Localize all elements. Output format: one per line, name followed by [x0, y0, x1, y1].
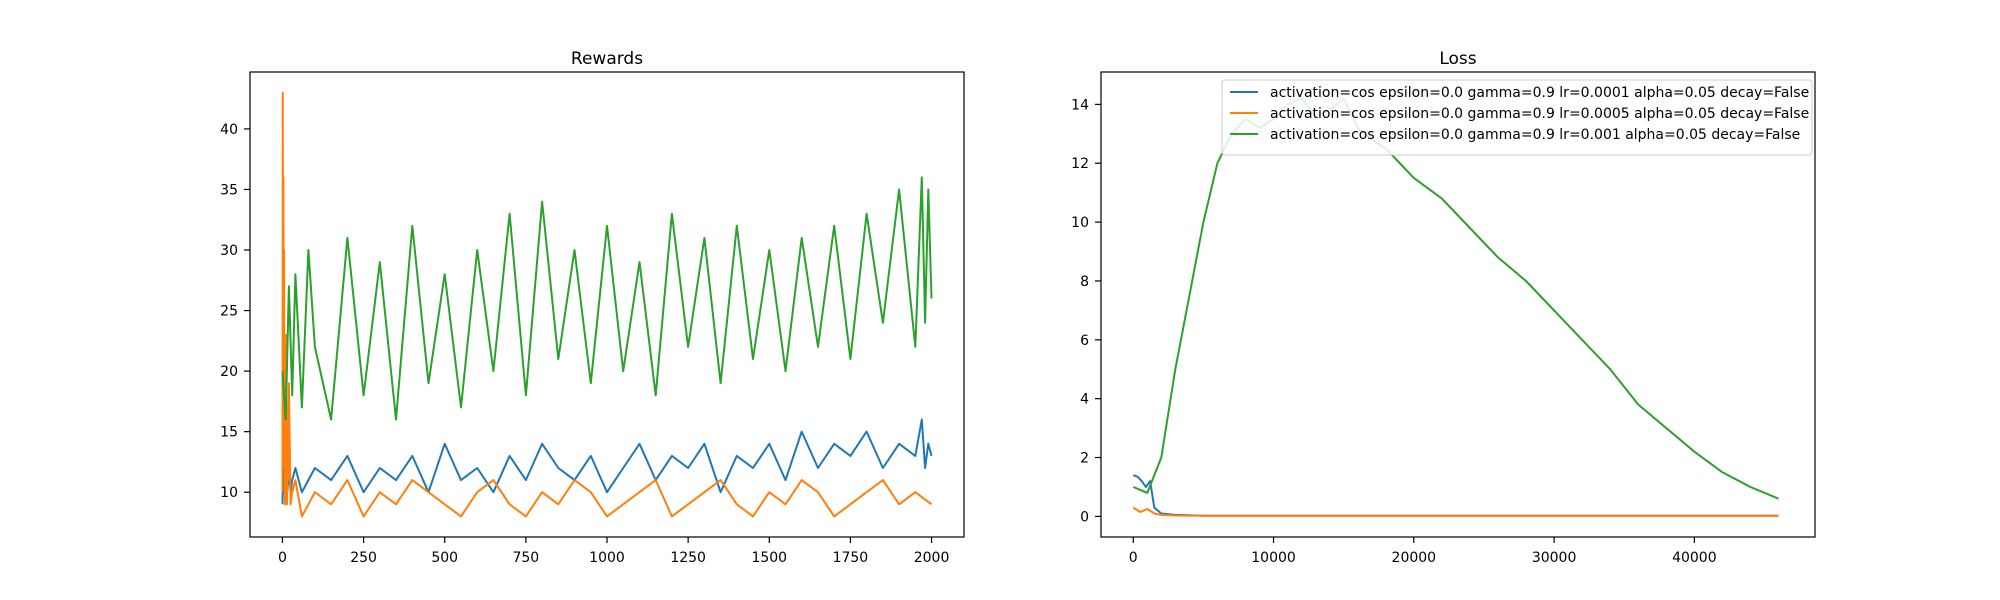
rewards-series-green — [281, 176, 933, 421]
loss-x-tick-label: 10000 — [1251, 550, 1296, 566]
loss-y-tick-label: 12 — [1071, 156, 1089, 172]
rewards-x-tick-label: 0 — [278, 550, 287, 566]
loss-y-tick-label: 4 — [1080, 392, 1089, 408]
loss-series-blue — [1132, 474, 1779, 517]
loss-x-tick-label: 30000 — [1532, 550, 1577, 566]
loss-axes-frame — [1100, 71, 1816, 538]
rewards-series-blue — [281, 418, 933, 506]
rewards-y-tick-label: 25 — [220, 304, 238, 320]
rewards-y-tick-label: 15 — [220, 425, 238, 441]
rewards-x-tick-label: 1000 — [589, 550, 625, 566]
loss-plot-area — [1132, 97, 1779, 517]
rewards-axes: 0 250 500 750 1000 1250 1500 1750 2000 10 15 20 25 30… — [220, 71, 965, 566]
loss-legend: activation=cos epsilon=0.0 gamma=0.9 lr=… — [1221, 79, 1813, 156]
rewards-series-orange — [281, 91, 933, 518]
loss-x-tick-label: 0 — [1129, 550, 1138, 566]
rewards-y-tick-label: 10 — [220, 485, 238, 501]
rewards-x-tick-label: 1500 — [751, 550, 787, 566]
loss-series-green — [1132, 97, 1779, 500]
loss-title: Loss — [1439, 49, 1476, 69]
loss-y-tick-label: 2 — [1080, 451, 1089, 467]
legend-box — [1221, 79, 1813, 156]
loss-y-tick-label: 8 — [1080, 274, 1089, 290]
loss-y-tick-label: 6 — [1080, 333, 1089, 349]
rewards-plot-area — [281, 91, 933, 518]
rewards-x-tick-label: 250 — [350, 550, 377, 566]
loss-axes: 0 10000 20000 30000 40000 0 2 4 6 8 10 12 14 — [1071, 71, 1816, 566]
legend-label-blue: activation=cos epsilon=0.0 gamma=0.9 lr=… — [1270, 85, 1809, 101]
loss-x-tick-label: 40000 — [1672, 550, 1717, 566]
rewards-chart: Rewards 0 250 500 750 1000 1250 1500 1750 2000 10… — [220, 49, 965, 566]
rewards-title: Rewards — [571, 49, 643, 69]
legend-label-orange: activation=cos epsilon=0.0 gamma=0.9 lr=… — [1270, 106, 1809, 122]
loss-y-tick-label: 10 — [1071, 215, 1089, 231]
loss-y-tick-label: 0 — [1080, 509, 1089, 525]
loss-y-tick-label: 14 — [1071, 97, 1089, 113]
rewards-y-tick-label: 40 — [220, 122, 238, 138]
rewards-y-tick-label: 35 — [220, 182, 238, 198]
rewards-y-tick-label: 20 — [220, 364, 238, 380]
loss-series-orange — [1132, 506, 1779, 517]
loss-chart: Loss 0 10000 20000 30000 40000 0 2 4 6 8 10 12 14 ac… — [1071, 49, 1816, 566]
rewards-x-tick-label: 1750 — [833, 550, 869, 566]
rewards-x-tick-label: 2000 — [914, 550, 950, 566]
rewards-x-tick-label: 1250 — [670, 550, 706, 566]
rewards-y-tick-label: 30 — [220, 243, 238, 259]
rewards-x-tick-label: 500 — [431, 550, 458, 566]
rewards-x-tick-label: 750 — [512, 550, 539, 566]
loss-x-tick-label: 20000 — [1392, 550, 1437, 566]
legend-label-green: activation=cos epsilon=0.0 gamma=0.9 lr=… — [1270, 127, 1800, 143]
